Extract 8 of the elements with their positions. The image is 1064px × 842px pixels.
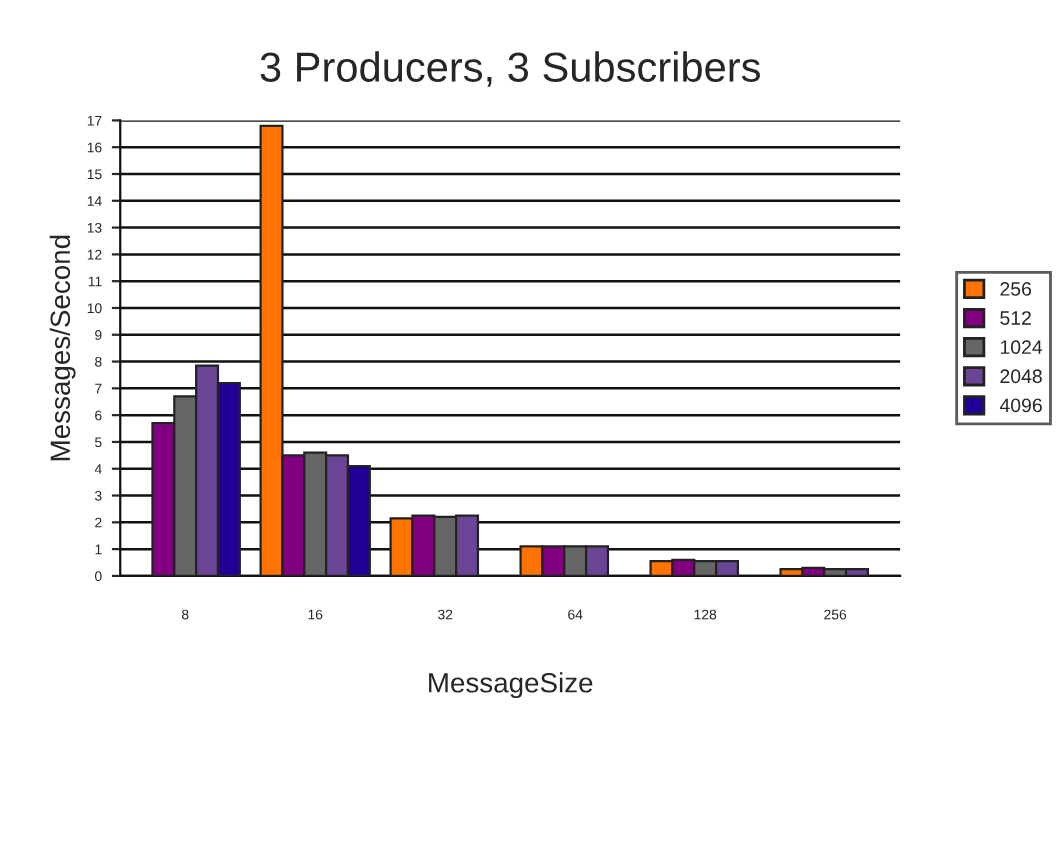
legend-label: 256 bbox=[1000, 282, 1032, 296]
x-axis-title: MessageSize bbox=[429, 672, 593, 699]
legend-label: 2048 bbox=[1000, 369, 1042, 384]
y-axis-title: Messages/Second bbox=[49, 235, 76, 461]
legend-label: 4096 bbox=[999, 398, 1042, 413]
legend-label: 512 bbox=[1000, 311, 1031, 325]
legend-label: 1024 bbox=[1000, 340, 1043, 355]
chart-title: 3 Producers, 3 Subscribers bbox=[260, 51, 760, 87]
